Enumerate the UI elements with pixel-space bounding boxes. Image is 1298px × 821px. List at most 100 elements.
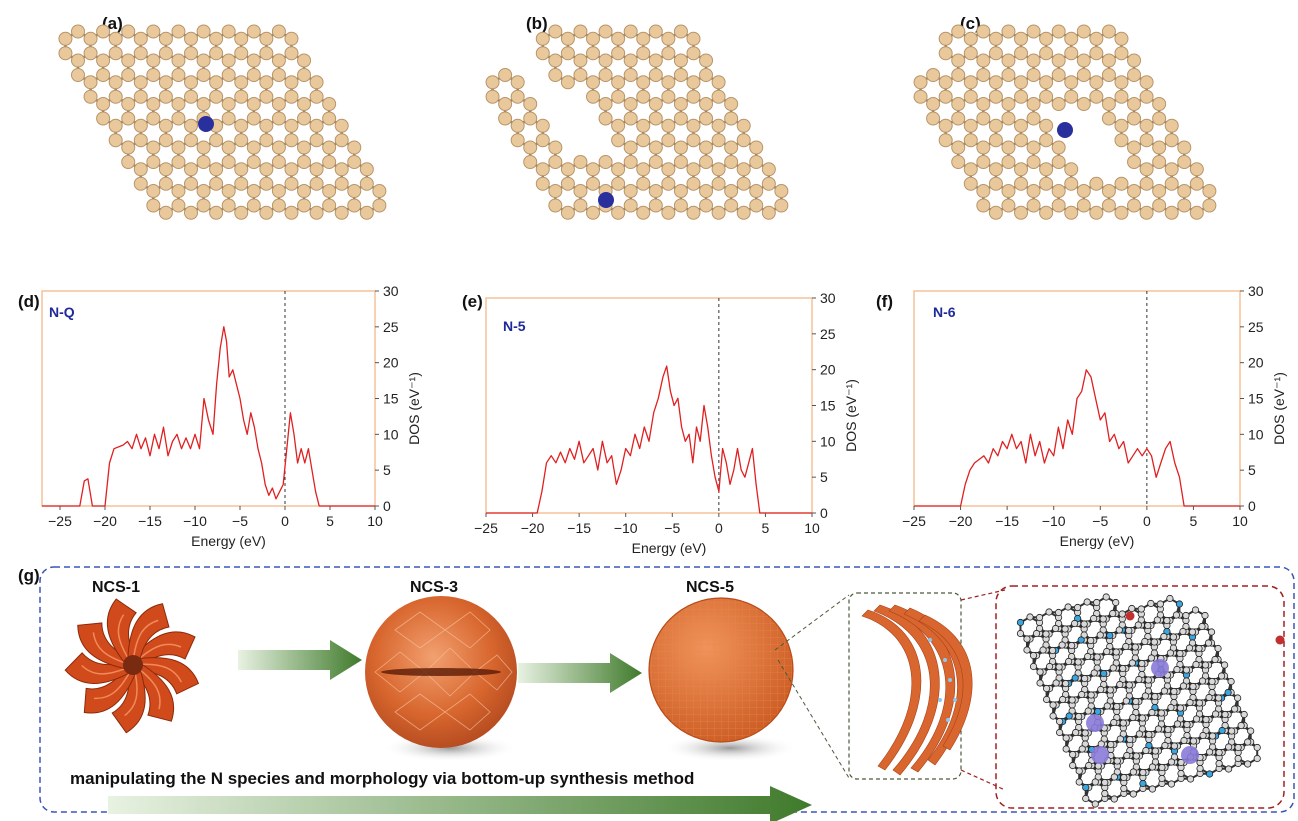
carbon-atom (1075, 767, 1083, 775)
carbon-atom (96, 68, 111, 82)
carbon-atom (636, 31, 651, 46)
carbon-atom (1096, 631, 1104, 639)
carbon-atom (699, 53, 714, 68)
carbon-atom (913, 89, 928, 104)
carbon-atom (171, 24, 186, 39)
carbon-atom (1163, 616, 1171, 625)
carbon-atom (699, 140, 714, 155)
nitrogen-atom (1057, 122, 1073, 138)
carbon-atom (359, 205, 374, 220)
carbon-atom (1045, 662, 1054, 671)
carbon-atom (246, 155, 261, 169)
carbon-atom (1167, 780, 1176, 788)
carbon-atom (623, 140, 638, 155)
carbon-atom (1074, 658, 1082, 666)
carbon-atom (1061, 625, 1069, 633)
carbon-atom (560, 205, 575, 220)
carbon-atom (1152, 198, 1167, 213)
carbon-atom (560, 31, 575, 46)
carbon-atom (171, 140, 186, 155)
carbon-atom (711, 118, 726, 133)
carbon-atom (586, 31, 601, 46)
carbon-atom (1084, 707, 1092, 715)
carbon-atom (221, 53, 236, 68)
carbon-atom (1214, 694, 1223, 702)
carbon-atom (736, 176, 751, 191)
carbon-atom (1177, 140, 1192, 155)
carbon-atom (1127, 140, 1142, 155)
carbon-atom (322, 184, 337, 198)
carbon-atom (1125, 626, 1133, 635)
carbon-atom (1114, 133, 1129, 148)
oxygen-atom (1275, 635, 1285, 645)
carbon-atom (146, 68, 161, 82)
carbon-atom (1177, 155, 1192, 169)
carbon-atom (938, 133, 953, 148)
carbon-atom (523, 155, 538, 169)
carbon-atom (133, 31, 148, 46)
carbon-atom (284, 205, 299, 220)
carbon-atom (699, 111, 714, 126)
sample-label-ncs3: NCS-3 (410, 579, 459, 596)
carbon-atom (1026, 184, 1041, 198)
carbon-atom (648, 24, 663, 39)
carbon-atom (1076, 184, 1091, 198)
carbon-atom (1132, 752, 1140, 760)
x-tick-label: 0 (1143, 513, 1151, 529)
carbon-atom (1153, 616, 1161, 624)
carbon-atom (1107, 740, 1115, 749)
carbon-atom (309, 89, 324, 104)
carbon-atom (196, 155, 211, 169)
carbon-atom (686, 162, 701, 177)
carbon-atom (1234, 754, 1242, 763)
carbon-atom (234, 75, 249, 90)
carbon-atom (560, 46, 575, 61)
carbon-atom (221, 155, 236, 169)
carbon-atom (938, 75, 953, 90)
carbon-atom (1064, 162, 1079, 177)
carbon-atom (1141, 692, 1149, 700)
carbon-atom (598, 24, 613, 39)
carbon-atom (699, 198, 714, 213)
carbon-atom (209, 46, 224, 61)
carbon-atom (1114, 89, 1129, 104)
y-tick-label: 0 (383, 498, 391, 514)
carbon-atom (611, 176, 626, 191)
carbon-atom (1039, 75, 1054, 90)
carbon-atom (196, 184, 211, 198)
carbon-atom (724, 97, 739, 111)
carbon-atom (158, 205, 173, 220)
carbon-atom (938, 46, 953, 61)
carbon-atom (209, 205, 224, 220)
carbon-atom (133, 75, 148, 90)
y-tick-label: 0 (1248, 498, 1256, 514)
carbon-atom (246, 53, 261, 68)
carbon-atom (1054, 608, 1063, 617)
carbon-atom (1148, 785, 1157, 793)
carbon-atom (1253, 743, 1261, 752)
carbon-atom (1116, 680, 1124, 689)
carbon-atom (963, 118, 978, 133)
carbon-atom (184, 162, 199, 177)
carbon-atom (724, 140, 739, 155)
carbon-atom (988, 118, 1003, 133)
carbon-atom (560, 162, 575, 177)
carbon-atom (951, 155, 966, 169)
carbon-atom (1101, 24, 1116, 39)
carbon-atom (234, 118, 249, 133)
carbon-atom (976, 198, 991, 213)
carbon-atom (673, 111, 688, 126)
carbon-atom (1001, 68, 1016, 82)
carbon-atom (1048, 646, 1057, 655)
carbon-atom (133, 133, 148, 148)
nitrogen-atom (198, 116, 214, 132)
carbon-atom (1195, 644, 1203, 653)
carbon-atom (711, 75, 726, 90)
carbon-atom (976, 53, 991, 68)
carbon-atom (1147, 599, 1155, 608)
carbon-atom (1101, 68, 1116, 82)
carbon-atom (1138, 659, 1146, 668)
carbon-atom (146, 198, 161, 213)
